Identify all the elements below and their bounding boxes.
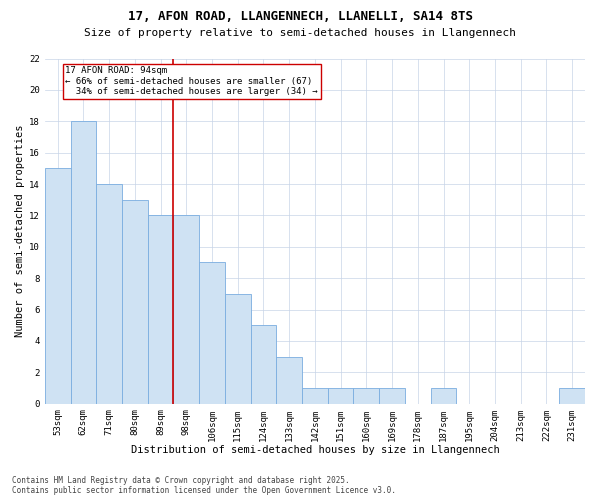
Bar — [431, 388, 457, 404]
Y-axis label: Number of semi-detached properties: Number of semi-detached properties — [15, 125, 25, 338]
Bar — [328, 388, 353, 404]
Bar — [302, 388, 328, 404]
Text: Size of property relative to semi-detached houses in Llangennech: Size of property relative to semi-detach… — [84, 28, 516, 38]
X-axis label: Distribution of semi-detached houses by size in Llangennech: Distribution of semi-detached houses by … — [131, 445, 499, 455]
Bar — [251, 326, 277, 404]
Text: Contains HM Land Registry data © Crown copyright and database right 2025.
Contai: Contains HM Land Registry data © Crown c… — [12, 476, 396, 495]
Text: 17 AFON ROAD: 94sqm
← 66% of semi-detached houses are smaller (67)
  34% of semi: 17 AFON ROAD: 94sqm ← 66% of semi-detach… — [65, 66, 318, 96]
Bar — [199, 262, 225, 404]
Bar — [148, 216, 173, 404]
Bar — [559, 388, 585, 404]
Bar — [45, 168, 71, 404]
Bar — [96, 184, 122, 404]
Bar — [122, 200, 148, 404]
Bar — [353, 388, 379, 404]
Bar — [277, 356, 302, 404]
Bar — [71, 122, 96, 404]
Bar — [173, 216, 199, 404]
Text: 17, AFON ROAD, LLANGENNECH, LLANELLI, SA14 8TS: 17, AFON ROAD, LLANGENNECH, LLANELLI, SA… — [128, 10, 473, 23]
Bar — [225, 294, 251, 404]
Bar — [379, 388, 405, 404]
